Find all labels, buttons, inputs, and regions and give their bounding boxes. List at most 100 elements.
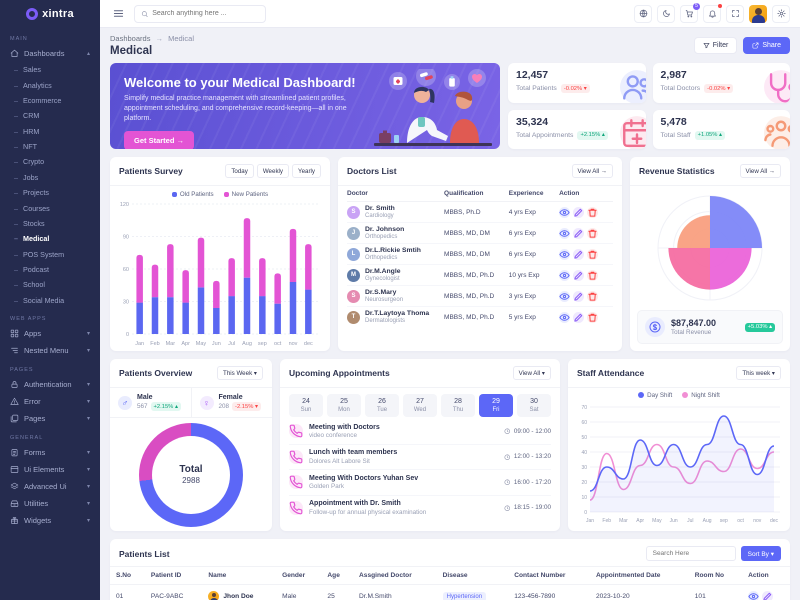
eye-icon[interactable] bbox=[559, 248, 571, 260]
list-item[interactable]: Meeting With Doctors Yuhan Sev Golden Par… bbox=[289, 470, 551, 496]
trash-icon[interactable] bbox=[587, 269, 599, 281]
sidebar-item-ui-elements[interactable]: Ui Elements ▾ bbox=[0, 461, 100, 478]
share-button[interactable]: Share bbox=[743, 37, 790, 54]
pencil-icon[interactable] bbox=[573, 206, 585, 218]
cart-badge: 5 bbox=[693, 2, 700, 10]
date-pill-25[interactable]: 25 Mon bbox=[327, 394, 361, 417]
sidebar-item-error[interactable]: Error ▾ bbox=[0, 393, 100, 410]
sidebar-item-utilities[interactable]: Utilities ▾ bbox=[0, 495, 100, 512]
dark-mode-icon[interactable] bbox=[657, 4, 675, 23]
sidebar-item-sales[interactable]: – Sales bbox=[14, 65, 41, 75]
pencil-icon[interactable] bbox=[573, 248, 585, 260]
sidebar-item-widgets[interactable]: Widgets ▾ bbox=[0, 512, 100, 529]
doctor-qualification: MBBS, MD, Ph.D bbox=[444, 313, 495, 321]
doctor-qualification: MBBS, MD, Ph.D bbox=[444, 292, 495, 300]
sidebar-item-courses[interactable]: – Courses bbox=[14, 203, 50, 213]
stat-label: Total Doctors bbox=[660, 85, 701, 92]
user-avatar[interactable] bbox=[749, 4, 767, 23]
sidebar-item-dashboards[interactable]: Dashboards ▴ bbox=[0, 45, 100, 62]
eye-icon[interactable] bbox=[559, 206, 571, 218]
doctors-table: Doctor Qualification Experience Action S Dr. … bbox=[338, 186, 622, 351]
brand-logo[interactable]: xintra bbox=[0, 0, 100, 28]
trash-icon[interactable] bbox=[587, 248, 599, 260]
patients-search-input[interactable] bbox=[645, 546, 736, 561]
date-pill-24[interactable]: 24 Sun bbox=[289, 394, 323, 417]
sidebar-item-podcast[interactable]: – Podcast bbox=[14, 265, 49, 275]
sidebar-item-projects[interactable]: – Projects bbox=[14, 188, 49, 198]
breadcrumb-root[interactable]: Dashboards bbox=[110, 34, 151, 43]
sort-by-button[interactable]: Sort By ▾ bbox=[740, 546, 781, 561]
nav-section-label: GENERAL bbox=[10, 435, 44, 441]
appointments-view-all-dropdown[interactable]: View All ▾ bbox=[512, 366, 551, 380]
disease-badge: Hypertension bbox=[442, 592, 487, 600]
doctor-specialty: Dermatologists bbox=[365, 318, 406, 324]
sidebar-item-authentication[interactable]: Authentication ▾ bbox=[0, 376, 100, 393]
fullscreen-icon[interactable] bbox=[726, 4, 744, 23]
language-icon[interactable] bbox=[634, 4, 652, 23]
sidebar-item-crm[interactable]: – CRM bbox=[14, 111, 40, 121]
revenue-view-all-button[interactable]: View All → bbox=[739, 164, 781, 178]
date-pill-28[interactable]: 28 Thu bbox=[441, 394, 475, 417]
trash-icon[interactable] bbox=[587, 206, 599, 218]
sidebar-item-social-media[interactable]: – Social Media bbox=[14, 295, 65, 305]
sidebar-item-nft[interactable]: – NFT bbox=[14, 142, 37, 152]
list-item[interactable]: Meeting with Doctors video conference 09:0… bbox=[289, 419, 551, 445]
hamburger-menu-icon[interactable] bbox=[110, 6, 126, 22]
eye-icon[interactable] bbox=[559, 290, 571, 302]
survey-tab-today[interactable]: Today bbox=[225, 164, 254, 178]
pencil-icon[interactable] bbox=[573, 227, 585, 239]
trash-icon[interactable] bbox=[587, 290, 599, 302]
sidebar-item-forms[interactable]: Forms ▾ bbox=[0, 444, 100, 461]
svg-text:0: 0 bbox=[584, 510, 587, 516]
date-pill-27[interactable]: 27 Wed bbox=[403, 394, 437, 417]
sidebar-item-pos-system[interactable]: – POS System bbox=[14, 249, 65, 259]
notifications-icon[interactable] bbox=[703, 3, 722, 23]
sidebar-item-advanced-ui[interactable]: Advanced Ui ▾ bbox=[0, 478, 100, 495]
trash-icon[interactable] bbox=[587, 227, 599, 239]
sidebar-item-medical[interactable]: – Medical bbox=[14, 234, 50, 244]
sidebar-item-stocks[interactable]: – Stocks bbox=[14, 218, 45, 228]
stat-label: Total Appointments bbox=[516, 131, 574, 139]
date-pill-30[interactable]: 30 Sat bbox=[517, 394, 551, 417]
female-stat: ♀ Female 208 -2.15% ▾ bbox=[190, 388, 273, 417]
pencil-icon[interactable] bbox=[573, 311, 585, 323]
pencil-icon[interactable] bbox=[573, 290, 585, 302]
sidebar-item-crypto[interactable]: – Crypto bbox=[14, 157, 45, 167]
settings-gear-icon[interactable] bbox=[772, 4, 790, 23]
doctors-view-all-button[interactable]: View All → bbox=[571, 164, 613, 178]
list-item[interactable]: Appointment with Dr. Smith Follow-up for … bbox=[289, 496, 551, 521]
sidebar-item-analytics[interactable]: – Analytics bbox=[14, 80, 52, 90]
list-item[interactable]: Lunch with team members Dolores Alt Labor… bbox=[289, 445, 551, 470]
sidebar-item-hrm[interactable]: – HRM bbox=[14, 126, 40, 136]
pages-icon bbox=[10, 414, 19, 423]
cart-icon[interactable]: 5 bbox=[680, 2, 700, 23]
doctor-name: Dr.M.Angle bbox=[365, 268, 401, 275]
sidebar-item-pages[interactable]: Pages ▾ bbox=[0, 410, 100, 427]
survey-tab-yearly[interactable]: Yearly bbox=[292, 164, 321, 178]
eye-icon[interactable] bbox=[559, 227, 571, 239]
get-started-button[interactable]: Get Started → bbox=[124, 131, 195, 149]
appointment-time: 12:00 - 13:20 bbox=[504, 453, 551, 460]
attendance-period-dropdown[interactable]: This week ▾ bbox=[736, 366, 781, 380]
pencil-icon[interactable] bbox=[762, 591, 774, 600]
search-input[interactable] bbox=[152, 10, 259, 17]
pencil-icon[interactable] bbox=[573, 269, 585, 281]
dollar-icon bbox=[645, 317, 665, 337]
stat-label: Total Staff bbox=[660, 131, 691, 139]
eye-icon[interactable] bbox=[559, 269, 571, 281]
eye-icon[interactable] bbox=[559, 311, 571, 323]
eye-icon[interactable] bbox=[748, 591, 760, 600]
page-content: Dashboards → Medical Medical Filter Shar… bbox=[100, 28, 800, 600]
filter-button[interactable]: Filter bbox=[693, 37, 738, 54]
survey-tab-weekly[interactable]: Weekly bbox=[256, 164, 290, 178]
overview-period-dropdown[interactable]: This Week ▾ bbox=[217, 366, 263, 380]
date-pill-26[interactable]: 26 Tue bbox=[365, 394, 399, 417]
sidebar-item-nested-menu[interactable]: Nested Menu ▾ bbox=[0, 342, 100, 359]
trash-icon[interactable] bbox=[587, 311, 599, 323]
warning-icon bbox=[10, 397, 19, 406]
date-pill-29[interactable]: 29 Fri bbox=[479, 394, 513, 417]
sidebar-item-jobs[interactable]: – Jobs bbox=[14, 172, 39, 182]
sidebar-item-ecommerce[interactable]: – Ecommerce bbox=[14, 95, 62, 105]
sidebar-item-apps[interactable]: Apps ▾ bbox=[0, 325, 100, 342]
sidebar-item-school[interactable]: – School bbox=[14, 280, 45, 290]
